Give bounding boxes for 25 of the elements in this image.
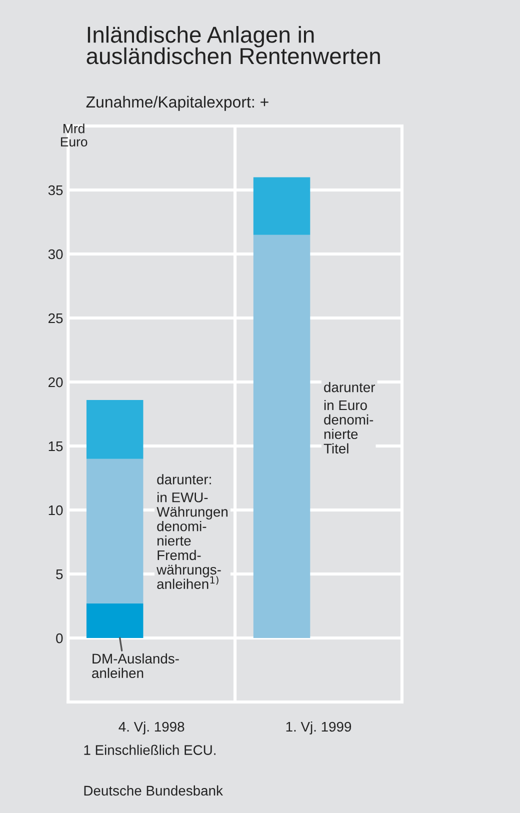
y-tick-label: 5 bbox=[56, 570, 63, 580]
chart-title: Inländische Anlagen in ausländischen Rentenwerten bbox=[86, 26, 380, 64]
y-axis-title: Mrd Euro bbox=[60, 124, 88, 147]
text: 1 Einschließlich ECU. bbox=[84, 744, 216, 755]
annotation: in EWU- Währungen denomi- nierte Fremd- währungs- anleihen$^{1)}$ bbox=[156, 492, 228, 589]
text: Deutsche Bundesbank bbox=[84, 785, 223, 796]
y-tick-label: 30 bbox=[48, 249, 63, 260]
annotation: darunter: bbox=[157, 474, 211, 484]
bar bbox=[86, 400, 144, 459]
annotation: in Euro denomi- nierte Titel bbox=[324, 400, 374, 454]
y-tick-label: 25 bbox=[48, 313, 63, 324]
annotation: darunter bbox=[324, 382, 376, 392]
bar bbox=[253, 177, 310, 235]
y-tick-label: 15 bbox=[48, 442, 63, 452]
y-tick-label: 10 bbox=[48, 505, 63, 516]
y-tick-label: 20 bbox=[48, 377, 63, 388]
y-tick-label: 0 bbox=[56, 633, 63, 644]
chart-subtitle: Zunahme/Kapitalexport: + bbox=[86, 96, 268, 111]
bar bbox=[86, 458, 144, 604]
x-tick-label: 1. Vj. 1999 bbox=[286, 721, 352, 734]
x-tick-label: 4. Vj. 1998 bbox=[118, 721, 184, 734]
bar bbox=[253, 234, 310, 638]
y-tick-label: 35 bbox=[48, 185, 63, 196]
annotation: DM-Auslands- anleihen bbox=[92, 653, 179, 678]
bar bbox=[86, 603, 144, 638]
